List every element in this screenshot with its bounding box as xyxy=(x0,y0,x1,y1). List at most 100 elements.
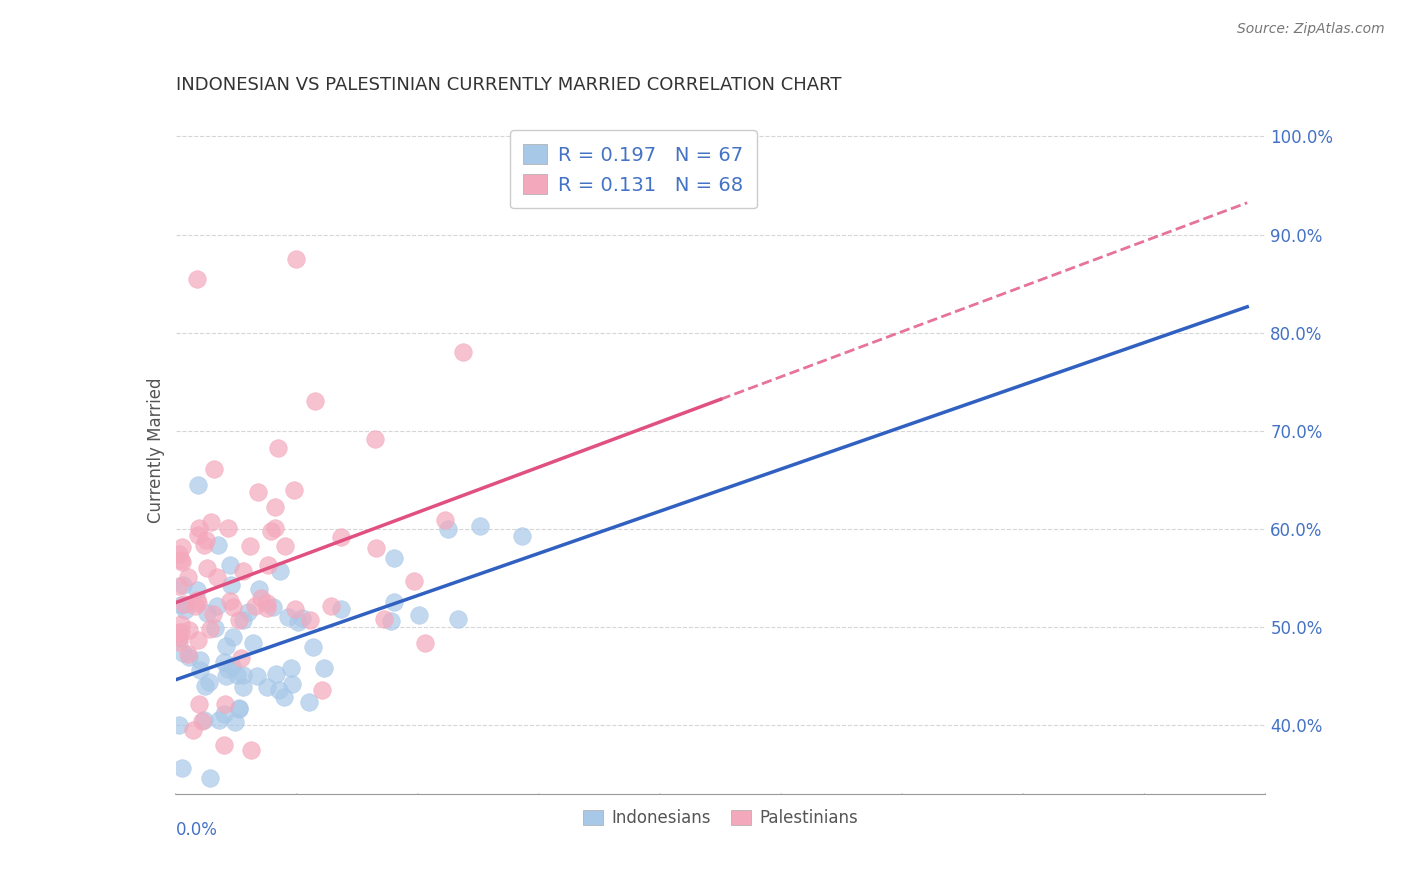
Point xyxy=(366,541,388,555)
Point xyxy=(202,462,225,476)
Point xyxy=(190,714,212,728)
Point xyxy=(284,602,307,616)
Point xyxy=(264,500,287,514)
Point xyxy=(219,578,242,592)
Point xyxy=(169,630,191,644)
Point xyxy=(262,599,284,614)
Point xyxy=(170,761,193,775)
Point xyxy=(413,635,436,649)
Point xyxy=(202,607,225,621)
Point xyxy=(380,614,402,628)
Point xyxy=(183,806,205,821)
Point xyxy=(224,715,246,730)
Point xyxy=(281,677,304,691)
Point xyxy=(186,271,208,285)
Point xyxy=(207,802,229,815)
Point xyxy=(215,669,238,683)
Point xyxy=(186,593,208,607)
Point xyxy=(195,606,218,620)
Point xyxy=(451,345,474,359)
Point xyxy=(242,635,264,649)
Y-axis label: Currently Married: Currently Married xyxy=(146,377,165,524)
Point xyxy=(382,595,405,609)
Point xyxy=(408,607,430,622)
Point xyxy=(169,718,191,732)
Point xyxy=(177,650,200,665)
Point xyxy=(194,679,217,693)
Point xyxy=(267,683,290,698)
Point xyxy=(226,667,249,681)
Point xyxy=(207,570,229,584)
Point xyxy=(229,651,252,665)
Point xyxy=(169,624,191,639)
Point xyxy=(187,528,209,542)
Point xyxy=(228,702,250,716)
Point xyxy=(208,713,231,727)
Point xyxy=(273,690,295,704)
Point xyxy=(170,555,193,569)
Point xyxy=(298,695,321,709)
Point xyxy=(267,441,290,455)
Point xyxy=(188,697,211,711)
Point xyxy=(228,701,250,715)
Point xyxy=(235,797,257,811)
Point xyxy=(256,680,278,694)
Point xyxy=(176,647,198,661)
Point xyxy=(236,605,259,619)
Point xyxy=(169,547,191,561)
Point xyxy=(287,615,309,629)
Point xyxy=(284,252,307,266)
Point xyxy=(172,578,194,592)
Point xyxy=(173,603,195,617)
Point xyxy=(218,594,240,608)
Point xyxy=(246,484,269,499)
Point xyxy=(170,540,193,554)
Point xyxy=(184,599,207,613)
Point xyxy=(283,483,305,498)
Point xyxy=(214,655,236,669)
Point xyxy=(173,598,195,612)
Point xyxy=(212,706,235,721)
Point xyxy=(221,599,243,614)
Point xyxy=(214,697,236,711)
Text: INDONESIAN VS PALESTINIAN CURRENTLY MARRIED CORRELATION CHART: INDONESIAN VS PALESTINIAN CURRENTLY MARR… xyxy=(176,77,841,95)
Point xyxy=(321,599,343,613)
Point xyxy=(172,647,194,661)
Point xyxy=(221,659,243,673)
Point xyxy=(169,579,191,593)
Point xyxy=(434,513,457,527)
Point xyxy=(212,738,235,752)
Point xyxy=(217,662,239,676)
Point xyxy=(198,622,221,636)
Point xyxy=(188,652,211,666)
Point xyxy=(402,574,425,588)
Point xyxy=(277,610,299,624)
Point xyxy=(312,661,335,675)
Legend: Indonesians, Palestinians: Indonesians, Palestinians xyxy=(576,802,865,834)
Point xyxy=(257,558,280,573)
Point xyxy=(437,522,460,536)
Point xyxy=(246,669,269,683)
Point xyxy=(330,530,353,544)
Point xyxy=(169,635,191,649)
Point xyxy=(264,521,287,535)
Point xyxy=(177,623,200,637)
Point xyxy=(256,597,278,611)
Point xyxy=(274,539,297,553)
Point xyxy=(198,675,221,690)
Point xyxy=(256,600,278,615)
Point xyxy=(468,519,491,533)
Point xyxy=(188,521,211,535)
Point xyxy=(205,599,228,613)
Point xyxy=(200,515,222,529)
Point xyxy=(193,538,215,552)
Point xyxy=(239,742,262,756)
Point xyxy=(204,621,226,635)
Point xyxy=(330,602,353,616)
Point xyxy=(217,520,239,534)
Point xyxy=(219,558,242,572)
Point xyxy=(291,611,314,625)
Point xyxy=(239,539,262,553)
Point xyxy=(232,668,254,682)
Point xyxy=(177,570,200,584)
